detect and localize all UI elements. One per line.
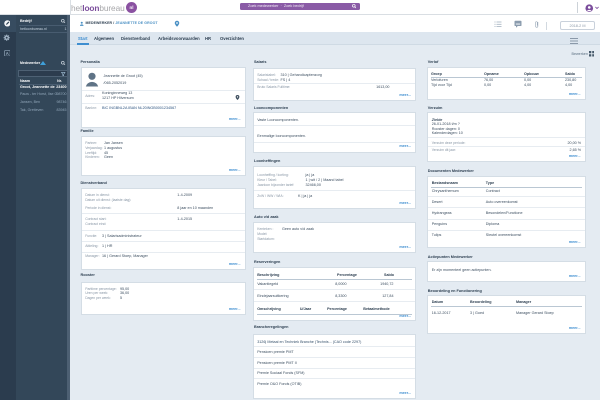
svg-text:A: A [5,50,8,55]
